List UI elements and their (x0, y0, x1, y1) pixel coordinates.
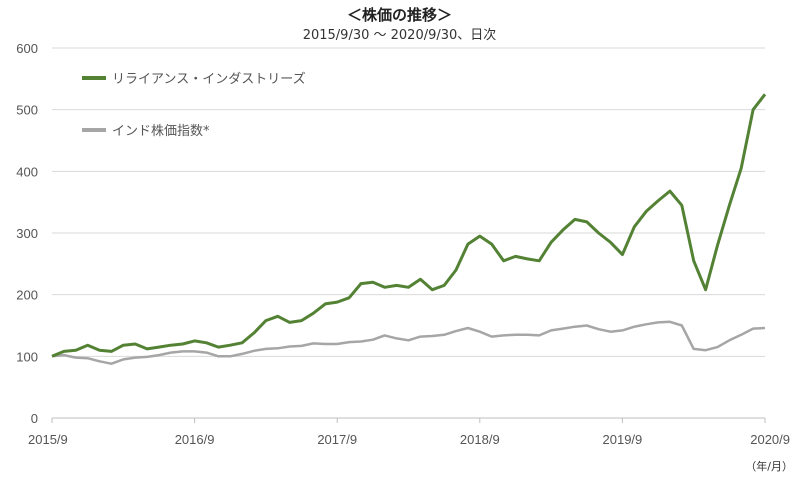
y-tick-label: 300 (16, 226, 38, 241)
y-tick-label: 500 (16, 103, 38, 118)
y-tick-label: 600 (16, 41, 38, 56)
x-tick-label: 2015/9 (28, 432, 68, 447)
chart-subtitle: 2015/9/30 ～ 2020/9/30、日次 (302, 28, 497, 43)
x-tick-label: 2019/9 (603, 432, 643, 447)
x-tick-label: 2018/9 (460, 432, 500, 447)
y-tick-label: 100 (16, 349, 38, 364)
y-tick-label: 400 (16, 164, 38, 179)
x-tick-label: 2016/9 (175, 432, 215, 447)
chart-title: ＜株価の推移＞ (346, 6, 452, 24)
series-line-india-index (51, 320, 766, 365)
x-tick-label: 2017/9 (317, 432, 357, 447)
legend-label: リライアンス・インダストリーズ (112, 71, 306, 87)
x-tick-label: 2020/9 (750, 432, 790, 447)
y-tick-label: 0 (31, 411, 38, 426)
x-axis-unit-label: （年/月） (745, 460, 793, 473)
legend-label: インド株価指数* (112, 124, 210, 139)
series-line-reliance (51, 93, 767, 358)
y-tick-label: 200 (16, 288, 38, 303)
